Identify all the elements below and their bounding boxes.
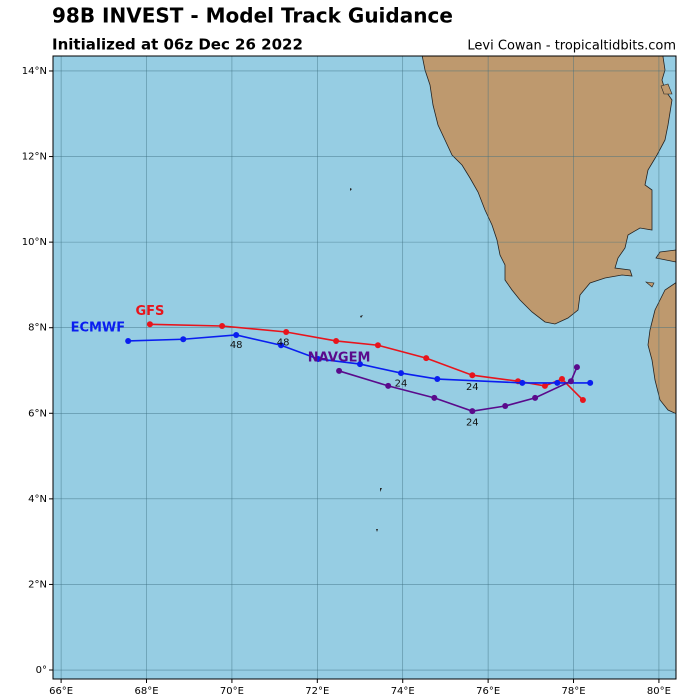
forecast-hour-label: 48 <box>277 338 290 349</box>
y-tick-label: 10°N <box>22 237 47 248</box>
track-point <box>315 355 322 362</box>
forecast-hour-label: 24 <box>466 418 479 429</box>
forecast-hour-label: 48 <box>230 340 243 351</box>
x-tick-label: 80°E <box>647 686 671 697</box>
track-point <box>278 342 285 349</box>
y-tick-label: 6°N <box>28 408 47 419</box>
track-point <box>587 379 594 386</box>
track-point <box>558 376 565 383</box>
forecast-hour-label: 24 <box>466 382 479 393</box>
model-label: GFS <box>135 304 164 319</box>
title: 98B INVEST - Model Track Guidance <box>52 4 453 28</box>
track-point <box>554 379 561 386</box>
y-tick-label: 0° <box>36 665 47 676</box>
track-point <box>385 382 392 389</box>
x-tick-label: 74°E <box>391 686 415 697</box>
x-tick-label: 66°E <box>49 686 73 697</box>
track-point <box>398 370 405 377</box>
island <box>380 488 382 492</box>
x-tick-label: 72°E <box>305 686 329 697</box>
track-point <box>431 394 438 401</box>
track-point <box>579 397 586 404</box>
track-point <box>519 379 526 386</box>
plot-area: GFS ECMWF NAVGEM 48 48 24 24 24 <box>53 56 676 679</box>
track-point <box>146 321 153 328</box>
x-tick-label: 76°E <box>476 686 500 697</box>
track-point <box>336 367 343 374</box>
island <box>660 83 673 95</box>
track-point <box>469 372 476 379</box>
credit: Levi Cowan - tropicaltidbits.com <box>467 39 676 54</box>
track-point <box>374 342 381 349</box>
x-tick-label: 78°E <box>561 686 585 697</box>
island <box>376 529 378 532</box>
forecast-hour-label: 24 <box>395 378 408 389</box>
subtitle: Initialized at 06z Dec 26 2022 <box>52 36 303 54</box>
x-tick-label: 70°E <box>220 686 244 697</box>
land <box>350 56 676 532</box>
y-tick-label: 4°N <box>28 494 47 505</box>
india <box>421 56 676 325</box>
model-label: ECMWF <box>71 320 126 335</box>
x-tick-label: 68°E <box>134 686 158 697</box>
track-point <box>233 331 240 338</box>
track-point <box>469 408 476 415</box>
track-point <box>434 376 441 383</box>
y-tick-label: 8°N <box>28 323 47 334</box>
track-point <box>357 361 364 368</box>
track-line <box>338 366 578 412</box>
track-point <box>180 336 187 343</box>
island <box>350 188 352 191</box>
track-point <box>283 328 290 335</box>
track-point <box>125 337 132 344</box>
sri-lanka <box>647 282 676 415</box>
track-point <box>219 322 226 329</box>
track-point <box>333 337 340 344</box>
frame <box>52 55 677 680</box>
track-point <box>573 364 580 371</box>
track-point <box>423 355 430 362</box>
y-tick-label: 12°N <box>22 152 47 163</box>
island <box>360 315 363 318</box>
island <box>645 281 655 288</box>
track-point <box>567 378 574 385</box>
y-tick-label: 14°N <box>22 66 47 77</box>
track-point <box>532 394 539 401</box>
y-tick-label: 2°N <box>28 579 47 590</box>
track-point <box>541 382 548 389</box>
model-label: NAVGEM <box>308 350 371 365</box>
track-point <box>502 403 509 410</box>
